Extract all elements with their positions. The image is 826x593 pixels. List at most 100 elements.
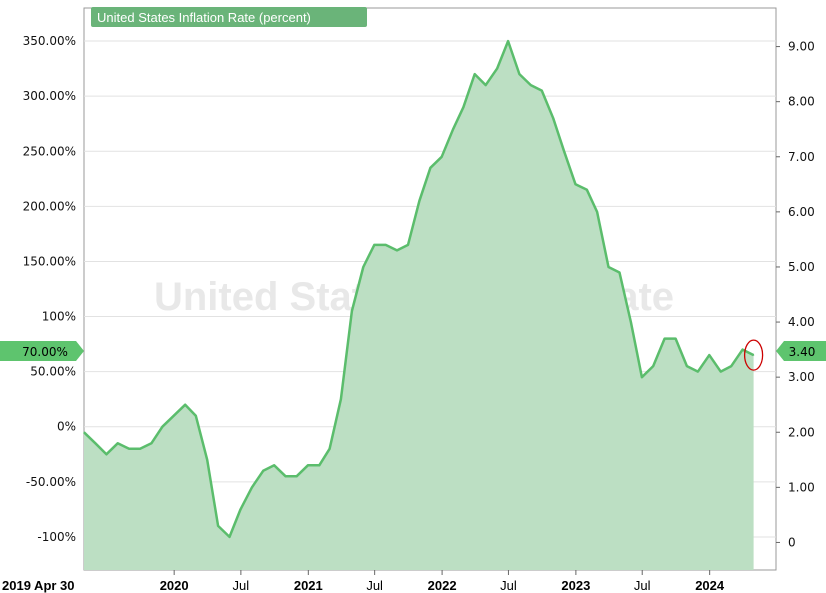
- data-point: [697, 371, 699, 373]
- data-point: [262, 470, 264, 472]
- data-point: [530, 84, 532, 86]
- x-tick-label: 2023: [561, 578, 590, 593]
- left-tick-label: 0%: [57, 420, 76, 434]
- data-point: [586, 189, 588, 191]
- right-tick-label: 6.00: [788, 205, 815, 219]
- series-area: [84, 41, 754, 571]
- legend-box: [91, 7, 367, 27]
- data-point: [94, 442, 96, 444]
- left-tick-label: 350.00%: [23, 34, 76, 48]
- data-point: [563, 150, 565, 152]
- data-point: [173, 415, 175, 417]
- data-point: [652, 365, 654, 367]
- data-point: [373, 244, 375, 246]
- data-point: [340, 398, 342, 400]
- data-point: [418, 200, 420, 202]
- left-tick-label: 100%: [42, 310, 76, 324]
- data-point: [485, 84, 487, 86]
- data-point: [161, 426, 163, 428]
- left-tick-label: 50.00%: [30, 365, 76, 379]
- data-point: [362, 266, 364, 268]
- data-point: [251, 486, 253, 488]
- data-point: [462, 106, 464, 108]
- x-tick-label: 2021: [294, 578, 323, 593]
- data-point: [607, 266, 610, 268]
- left-axis: -100% -50.00% 0% 50.00% 100% 150.00% 200.00% 25…: [23, 34, 76, 544]
- last-value-right-shape: [776, 341, 826, 361]
- legend: United States Inflation Rate (percent): [91, 7, 367, 27]
- data-point: [730, 365, 732, 367]
- x-tick-label: Jul: [500, 578, 517, 593]
- data-point: [139, 448, 141, 450]
- data-point: [273, 464, 275, 466]
- last-value-right-label: 3.40: [789, 345, 816, 359]
- data-point: [541, 90, 543, 92]
- x-tick-label: 2020: [160, 578, 189, 593]
- data-point: [83, 431, 85, 433]
- right-tick-label: 9.00: [788, 40, 815, 54]
- right-tick-label: 7.00: [788, 150, 815, 164]
- x-tick-label: Jul: [634, 578, 651, 593]
- last-value-right-marker: 3.40: [776, 341, 826, 361]
- data-point: [228, 536, 231, 538]
- left-tick-label: -50.00%: [26, 475, 76, 489]
- left-tick-label: -100%: [37, 530, 76, 544]
- data-point: [206, 459, 208, 461]
- data-point: [184, 404, 186, 406]
- data-point: [429, 167, 431, 169]
- data-point: [407, 244, 409, 246]
- data-point: [686, 365, 688, 367]
- data-point: [574, 183, 577, 185]
- data-point: [496, 68, 498, 70]
- data-point: [385, 244, 387, 246]
- x-tick-label: Jul: [233, 578, 250, 593]
- last-value-left-label: 70.00%: [22, 345, 68, 359]
- data-point: [351, 310, 353, 312]
- data-point: [441, 156, 443, 158]
- right-tick-label: 3.00: [788, 370, 815, 384]
- series-points: [83, 40, 755, 538]
- data-point: [753, 354, 755, 356]
- data-point: [518, 73, 521, 75]
- data-point: [329, 448, 331, 450]
- right-tick-label: 4.00: [788, 315, 815, 329]
- data-point: [664, 338, 666, 340]
- data-point: [618, 271, 621, 274]
- data-point: [117, 442, 119, 444]
- data-point: [452, 128, 454, 130]
- data-point: [474, 73, 476, 75]
- left-tick-label: 300.00%: [23, 89, 76, 103]
- last-point-highlight: [743, 339, 764, 371]
- data-point: [195, 415, 197, 417]
- data-point: [630, 321, 632, 323]
- x-tick-label: 2022: [428, 578, 457, 593]
- data-point: [596, 211, 598, 213]
- data-point: [307, 464, 309, 466]
- data-point: [396, 249, 398, 251]
- data-point: [318, 464, 320, 466]
- right-tick-label: 0: [788, 535, 796, 549]
- data-point: [239, 508, 242, 510]
- right-tick-label: 2.00: [788, 425, 815, 439]
- x-tick-label: Jul: [366, 578, 383, 593]
- x-tick-label: 2024: [695, 578, 725, 593]
- last-value-left-marker: 70.00%: [0, 341, 84, 361]
- data-point: [105, 453, 107, 455]
- x-start-label: 2019 Apr 30: [2, 578, 75, 593]
- data-point: [296, 475, 298, 477]
- right-tick-label: 8.00: [788, 95, 815, 109]
- left-tick-label: 150.00%: [23, 254, 76, 268]
- data-point: [641, 376, 643, 378]
- x-axis: 2019 Apr 30 2020 Jul 2021 Jul 2022 Jul 2023 Jul 2…: [2, 570, 725, 593]
- right-axis: 0 1.00 2.00 3.00 4.00 5.00 6.00 7.00 8.00 9.00: [776, 40, 815, 549]
- legend-label: United States Inflation Rate (percent): [97, 10, 311, 25]
- data-point: [507, 40, 509, 42]
- data-point: [285, 475, 287, 477]
- data-point: [720, 371, 722, 373]
- right-tick-label: 5.00: [788, 260, 815, 274]
- data-point: [150, 442, 152, 444]
- data-point: [708, 354, 710, 356]
- data-point: [552, 117, 554, 119]
